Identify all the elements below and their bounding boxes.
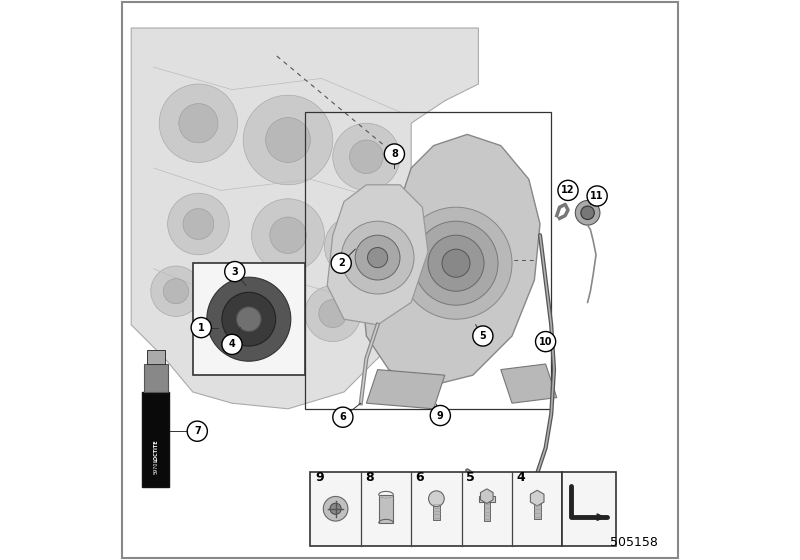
- Text: 9: 9: [315, 470, 323, 484]
- Circle shape: [318, 300, 346, 328]
- Polygon shape: [131, 28, 478, 409]
- Text: 5: 5: [479, 331, 486, 341]
- Circle shape: [191, 318, 211, 338]
- Circle shape: [341, 221, 414, 294]
- Text: 7: 7: [194, 426, 201, 436]
- Text: 9: 9: [437, 410, 444, 421]
- Text: 6: 6: [416, 470, 424, 484]
- Bar: [310, 472, 562, 546]
- Polygon shape: [327, 185, 428, 325]
- Circle shape: [225, 262, 245, 282]
- Text: 4: 4: [517, 470, 526, 484]
- Circle shape: [473, 326, 493, 346]
- Polygon shape: [361, 134, 540, 386]
- Circle shape: [428, 235, 484, 291]
- Text: 3: 3: [231, 267, 238, 277]
- Text: 4: 4: [229, 339, 235, 349]
- Circle shape: [179, 104, 218, 143]
- Circle shape: [535, 332, 556, 352]
- Circle shape: [151, 266, 202, 316]
- Circle shape: [330, 503, 341, 514]
- Bar: [147, 350, 165, 364]
- Text: 1: 1: [198, 323, 205, 333]
- Polygon shape: [501, 364, 557, 403]
- Text: 5970: 5970: [154, 461, 158, 474]
- Circle shape: [324, 216, 386, 277]
- Polygon shape: [366, 370, 445, 409]
- Polygon shape: [481, 489, 493, 503]
- Circle shape: [305, 286, 361, 342]
- Circle shape: [429, 491, 444, 507]
- Circle shape: [558, 180, 578, 200]
- Circle shape: [587, 186, 607, 206]
- Bar: [142, 392, 170, 487]
- Circle shape: [168, 193, 230, 255]
- Bar: [305, 112, 551, 409]
- Text: 6: 6: [339, 412, 346, 422]
- Polygon shape: [530, 491, 544, 506]
- Circle shape: [323, 497, 348, 521]
- Bar: [378, 495, 394, 523]
- Circle shape: [400, 207, 512, 319]
- Text: 10: 10: [539, 337, 552, 347]
- Circle shape: [442, 249, 470, 277]
- Bar: [143, 364, 168, 392]
- Text: 505158: 505158: [610, 536, 658, 549]
- Circle shape: [575, 200, 600, 225]
- Circle shape: [430, 405, 450, 426]
- Bar: [534, 498, 541, 520]
- Text: 11: 11: [590, 191, 604, 201]
- Circle shape: [159, 84, 238, 162]
- Circle shape: [187, 421, 207, 441]
- Circle shape: [183, 209, 214, 240]
- Circle shape: [333, 407, 353, 427]
- Bar: [484, 496, 490, 521]
- Circle shape: [270, 217, 306, 254]
- Circle shape: [222, 334, 242, 354]
- Circle shape: [355, 235, 400, 280]
- Circle shape: [350, 140, 383, 174]
- Text: 8: 8: [366, 470, 374, 484]
- Text: LOCTITE: LOCTITE: [154, 440, 158, 462]
- Circle shape: [266, 118, 310, 162]
- Text: 2: 2: [338, 258, 345, 268]
- Circle shape: [222, 292, 276, 346]
- Circle shape: [252, 199, 325, 272]
- Bar: [479, 496, 494, 502]
- Bar: [193, 263, 305, 375]
- Circle shape: [333, 123, 400, 190]
- Text: 5: 5: [466, 470, 475, 484]
- Bar: [562, 472, 615, 546]
- Circle shape: [243, 95, 333, 185]
- Circle shape: [384, 144, 405, 164]
- Circle shape: [163, 279, 189, 304]
- Circle shape: [367, 248, 388, 268]
- Circle shape: [237, 307, 261, 332]
- Circle shape: [331, 253, 351, 273]
- Circle shape: [340, 231, 370, 262]
- Circle shape: [581, 206, 594, 220]
- Text: 8: 8: [391, 149, 398, 159]
- Circle shape: [207, 277, 291, 361]
- Circle shape: [226, 274, 282, 330]
- Text: 12: 12: [562, 185, 574, 195]
- Circle shape: [414, 221, 498, 305]
- Bar: [433, 498, 440, 520]
- Circle shape: [240, 288, 268, 316]
